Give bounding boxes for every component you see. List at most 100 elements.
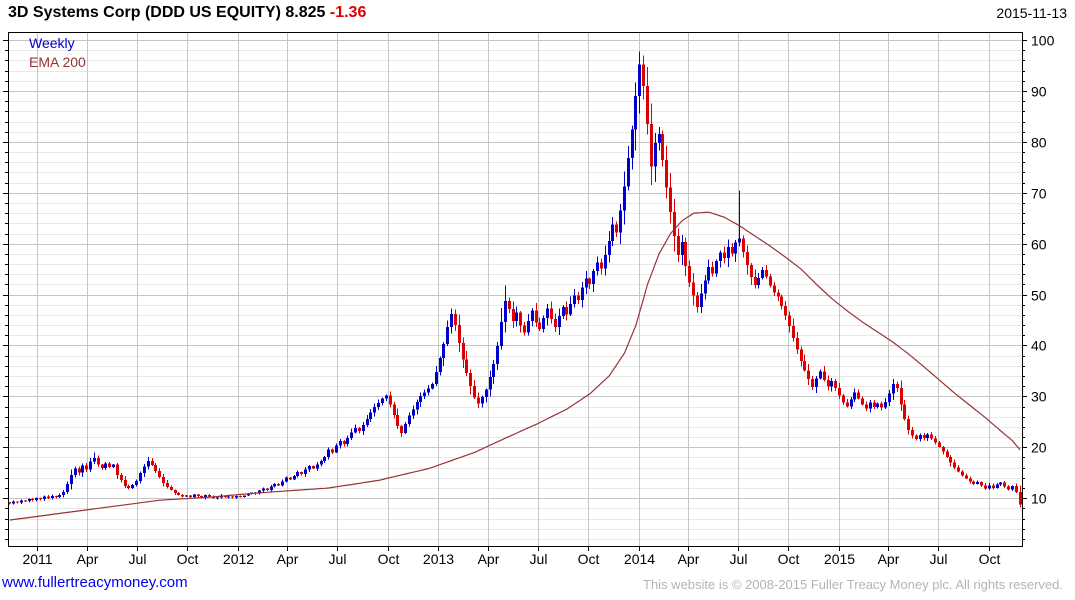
candle xyxy=(224,495,227,498)
candle xyxy=(819,371,822,379)
candle xyxy=(197,494,200,497)
candle xyxy=(658,133,661,143)
candle xyxy=(208,495,211,497)
candle xyxy=(830,381,833,387)
candle xyxy=(623,186,626,211)
chart-title: 3D Systems Corp (DDD US EQUITY) 8.825 -1… xyxy=(8,4,366,22)
candle xyxy=(174,490,177,494)
candle xyxy=(942,446,945,452)
y-tick-label: 10 xyxy=(1031,491,1047,507)
candle xyxy=(634,96,637,130)
candle xyxy=(631,129,634,159)
candle xyxy=(296,472,299,476)
candle xyxy=(200,496,203,498)
candle xyxy=(731,246,734,254)
candle xyxy=(51,496,54,499)
candle xyxy=(393,404,396,416)
candle xyxy=(354,427,357,433)
candle xyxy=(158,471,161,477)
candle xyxy=(742,238,745,252)
candle xyxy=(934,438,937,443)
candle xyxy=(89,461,92,470)
candle xyxy=(412,409,415,416)
candle xyxy=(757,277,760,285)
candle xyxy=(97,457,100,465)
candle xyxy=(972,481,975,484)
candle xyxy=(661,133,664,161)
candle xyxy=(919,435,922,440)
candle xyxy=(930,434,933,439)
candle xyxy=(550,308,553,320)
candle xyxy=(957,467,960,472)
candle xyxy=(346,438,349,445)
candle xyxy=(654,142,657,167)
candle xyxy=(316,464,319,469)
candle xyxy=(896,384,899,389)
candle xyxy=(281,481,284,486)
candle xyxy=(427,388,430,393)
candle xyxy=(24,500,27,502)
candle xyxy=(527,321,530,333)
candle xyxy=(627,158,630,187)
candle xyxy=(750,265,753,277)
candle xyxy=(492,363,495,378)
candle xyxy=(270,486,273,491)
plot-border xyxy=(8,32,1023,547)
x-tick-label: 2013 xyxy=(423,551,454,567)
x-tick-label: Apr xyxy=(878,551,900,567)
candle xyxy=(796,337,799,350)
price-change: -1.36 xyxy=(329,4,367,21)
candle xyxy=(558,315,561,328)
candle xyxy=(719,252,722,262)
candle xyxy=(389,395,392,405)
candle xyxy=(500,322,503,346)
candle xyxy=(692,282,695,296)
footer-website-link[interactable]: www.fullertreacymoney.com xyxy=(2,574,188,591)
candle xyxy=(143,466,146,474)
candle xyxy=(911,429,914,436)
candle xyxy=(650,124,653,167)
candle xyxy=(1003,482,1006,487)
candle xyxy=(773,285,776,293)
candle xyxy=(761,270,764,278)
candle xyxy=(880,403,883,408)
candle xyxy=(139,473,142,481)
candle xyxy=(538,322,541,330)
y-tick-label: 100 xyxy=(1031,33,1055,49)
candle xyxy=(366,418,369,425)
legend-weekly: Weekly xyxy=(29,35,75,51)
candle xyxy=(1007,486,1010,490)
candle xyxy=(343,441,346,445)
candle xyxy=(846,402,849,407)
x-tick-label: Oct xyxy=(378,551,400,567)
candle xyxy=(112,464,115,468)
candle xyxy=(907,418,910,430)
candle xyxy=(677,236,680,255)
candle xyxy=(262,488,265,491)
candle xyxy=(312,466,315,469)
candle xyxy=(465,359,468,373)
x-tick-label: Oct xyxy=(979,551,1001,567)
candle xyxy=(984,485,987,489)
x-tick-label: Apr xyxy=(678,551,700,567)
x-tick-label: Apr xyxy=(277,551,299,567)
candle xyxy=(861,398,864,405)
candle xyxy=(992,485,995,488)
candle xyxy=(300,472,303,475)
candle xyxy=(227,496,230,498)
candle xyxy=(923,435,926,439)
candle xyxy=(696,295,699,307)
candle xyxy=(903,404,906,419)
candle xyxy=(55,496,58,498)
candle xyxy=(565,306,568,315)
candle xyxy=(707,267,710,281)
candle xyxy=(154,465,157,472)
candle xyxy=(961,471,964,476)
candle xyxy=(669,187,672,213)
candle xyxy=(151,461,154,466)
candle xyxy=(377,402,380,408)
candle xyxy=(515,312,518,322)
candle xyxy=(170,486,173,491)
candle xyxy=(147,461,150,467)
candle xyxy=(834,381,837,389)
